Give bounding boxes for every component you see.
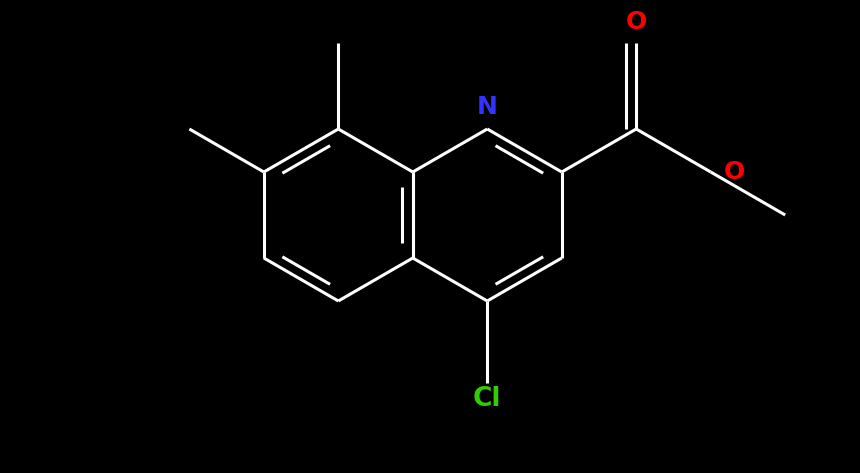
Text: N: N bbox=[476, 95, 498, 119]
Text: O: O bbox=[723, 160, 745, 184]
Text: Cl: Cl bbox=[473, 386, 501, 412]
Text: O: O bbox=[625, 10, 647, 35]
